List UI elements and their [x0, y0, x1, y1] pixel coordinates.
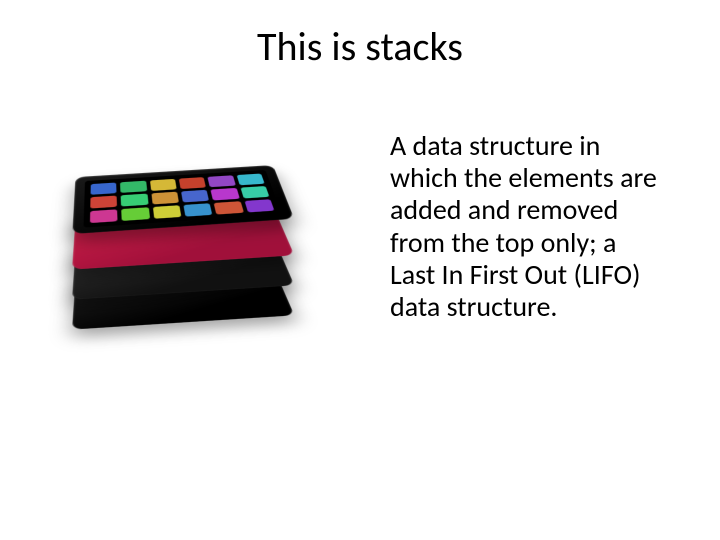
- app-icon: [90, 209, 118, 223]
- app-icon: [211, 188, 240, 201]
- app-icon: [208, 175, 236, 187]
- stacked-phones-illustration: [50, 140, 310, 340]
- slide: This is stacks A data structure in which…: [0, 0, 720, 540]
- phone-top-screen: [83, 170, 281, 228]
- app-icon: [236, 174, 264, 186]
- app-icon: [214, 201, 244, 214]
- slide-title: This is stacks: [0, 22, 720, 71]
- app-icon: [90, 196, 117, 209]
- content-row: A data structure in which the elements a…: [0, 130, 720, 340]
- app-icon: [244, 199, 274, 212]
- app-icon: [153, 205, 182, 219]
- app-icon: [91, 183, 117, 195]
- image-column: [0, 130, 360, 340]
- app-icon: [150, 179, 177, 191]
- app-icon: [179, 177, 206, 189]
- app-icon: [181, 190, 209, 203]
- app-icon: [151, 192, 179, 205]
- app-icon: [122, 207, 150, 221]
- body-text: A data structure in which the elements a…: [390, 130, 660, 323]
- app-icon: [183, 203, 212, 216]
- text-column: A data structure in which the elements a…: [360, 130, 690, 340]
- app-icon: [121, 194, 148, 207]
- app-icon: [240, 186, 269, 198]
- app-icon: [120, 181, 147, 193]
